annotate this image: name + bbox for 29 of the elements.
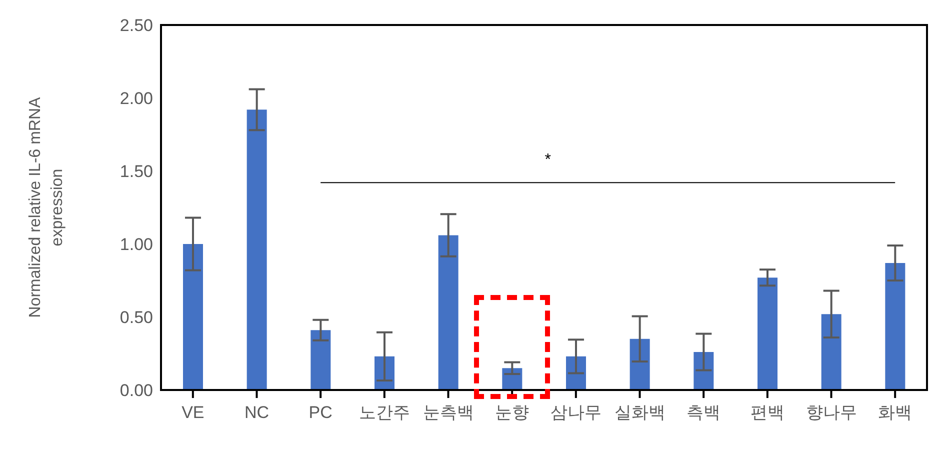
annotation: * <box>544 152 551 169</box>
x-tick-label: 편백 <box>750 403 784 422</box>
y-tick-label: 2.50 <box>120 16 153 36</box>
x-tick-label: 향나무 <box>806 403 857 422</box>
x-tick-label: 삼나무 <box>550 403 602 422</box>
x-tick-label: VE <box>182 403 204 422</box>
bar <box>758 278 778 390</box>
x-tick-label: 눈향 <box>495 403 530 422</box>
bar <box>630 338 650 390</box>
bar <box>438 235 458 390</box>
x-tick-label: 측백 <box>686 403 721 422</box>
bar <box>885 262 906 390</box>
y-tick-label: 1.00 <box>120 235 153 254</box>
y-tick-label: 0.50 <box>120 308 153 328</box>
bar <box>310 330 331 390</box>
x-tick-label: 눈측백 <box>422 403 474 422</box>
y-axis-title: Normalized relative IL-6 mRNA expression <box>27 96 66 318</box>
x-tick-label: 화백 <box>878 403 912 422</box>
x-tick-label: 실화백 <box>614 403 666 422</box>
bar <box>246 110 267 390</box>
y-tick-label: 0.00 <box>120 381 153 400</box>
x-tick-label: NC <box>244 403 270 422</box>
y-tick-label: 1.50 <box>120 162 153 182</box>
x-tick-label: 노간주 <box>358 403 410 422</box>
bar <box>566 356 586 390</box>
x-tick-label: PC <box>308 403 332 422</box>
bar <box>821 314 842 390</box>
y-tick-label: 2.00 <box>120 89 153 108</box>
bar <box>183 244 203 390</box>
